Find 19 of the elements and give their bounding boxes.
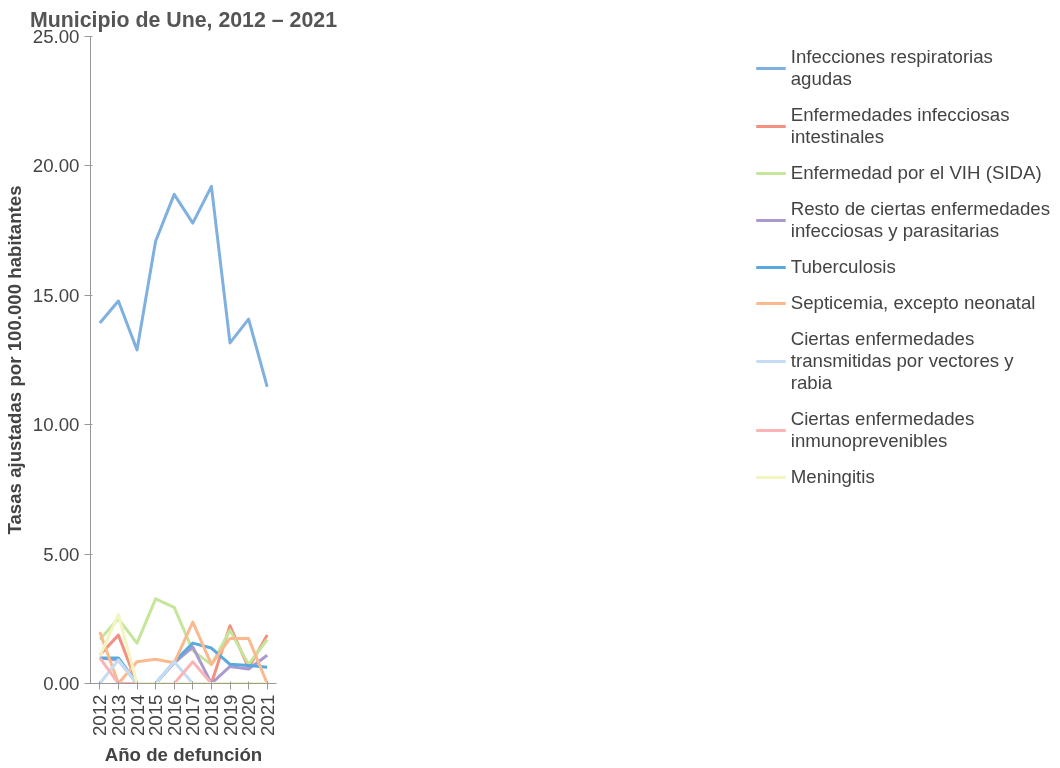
legend-label: Meningitis: [790, 466, 875, 488]
y-tick-label: 5.00: [43, 543, 80, 565]
legend-label: Enfermedades infecciosas intestinales: [790, 104, 1010, 148]
legend-label: Tuberculosis: [790, 256, 896, 278]
x-tick-label: 2019: [219, 694, 241, 736]
legend-label: Resto de ciertas enfermedades infecciosas y parasitarias: [790, 198, 1050, 242]
y-axis-title: Tasas ajustadas por 100.000 habitantes: [3, 185, 25, 535]
y-tick-label: 20.00: [32, 155, 80, 177]
legend-label: Ciertas enfermedades inmunoprevenibles: [790, 408, 975, 452]
y-tick-label: 0.00: [43, 673, 80, 694]
x-axis-title: Año de defunción: [104, 744, 263, 765]
legend-label: Ciertas enfermedades transmitidas por vectores y rabia: [790, 328, 1014, 394]
y-tick-label: 15.00: [32, 284, 80, 306]
line-series: [98, 184, 269, 389]
y-tick-label: 10.00: [32, 414, 80, 436]
legend-label: Enfermedad por el VIH (SIDA): [790, 162, 1042, 184]
legend-label: Septicemia, excepto neonatal: [790, 292, 1036, 314]
x-tick-label: 2014: [126, 694, 148, 736]
legend-label: Infecciones respiratorias agudas: [790, 46, 993, 90]
